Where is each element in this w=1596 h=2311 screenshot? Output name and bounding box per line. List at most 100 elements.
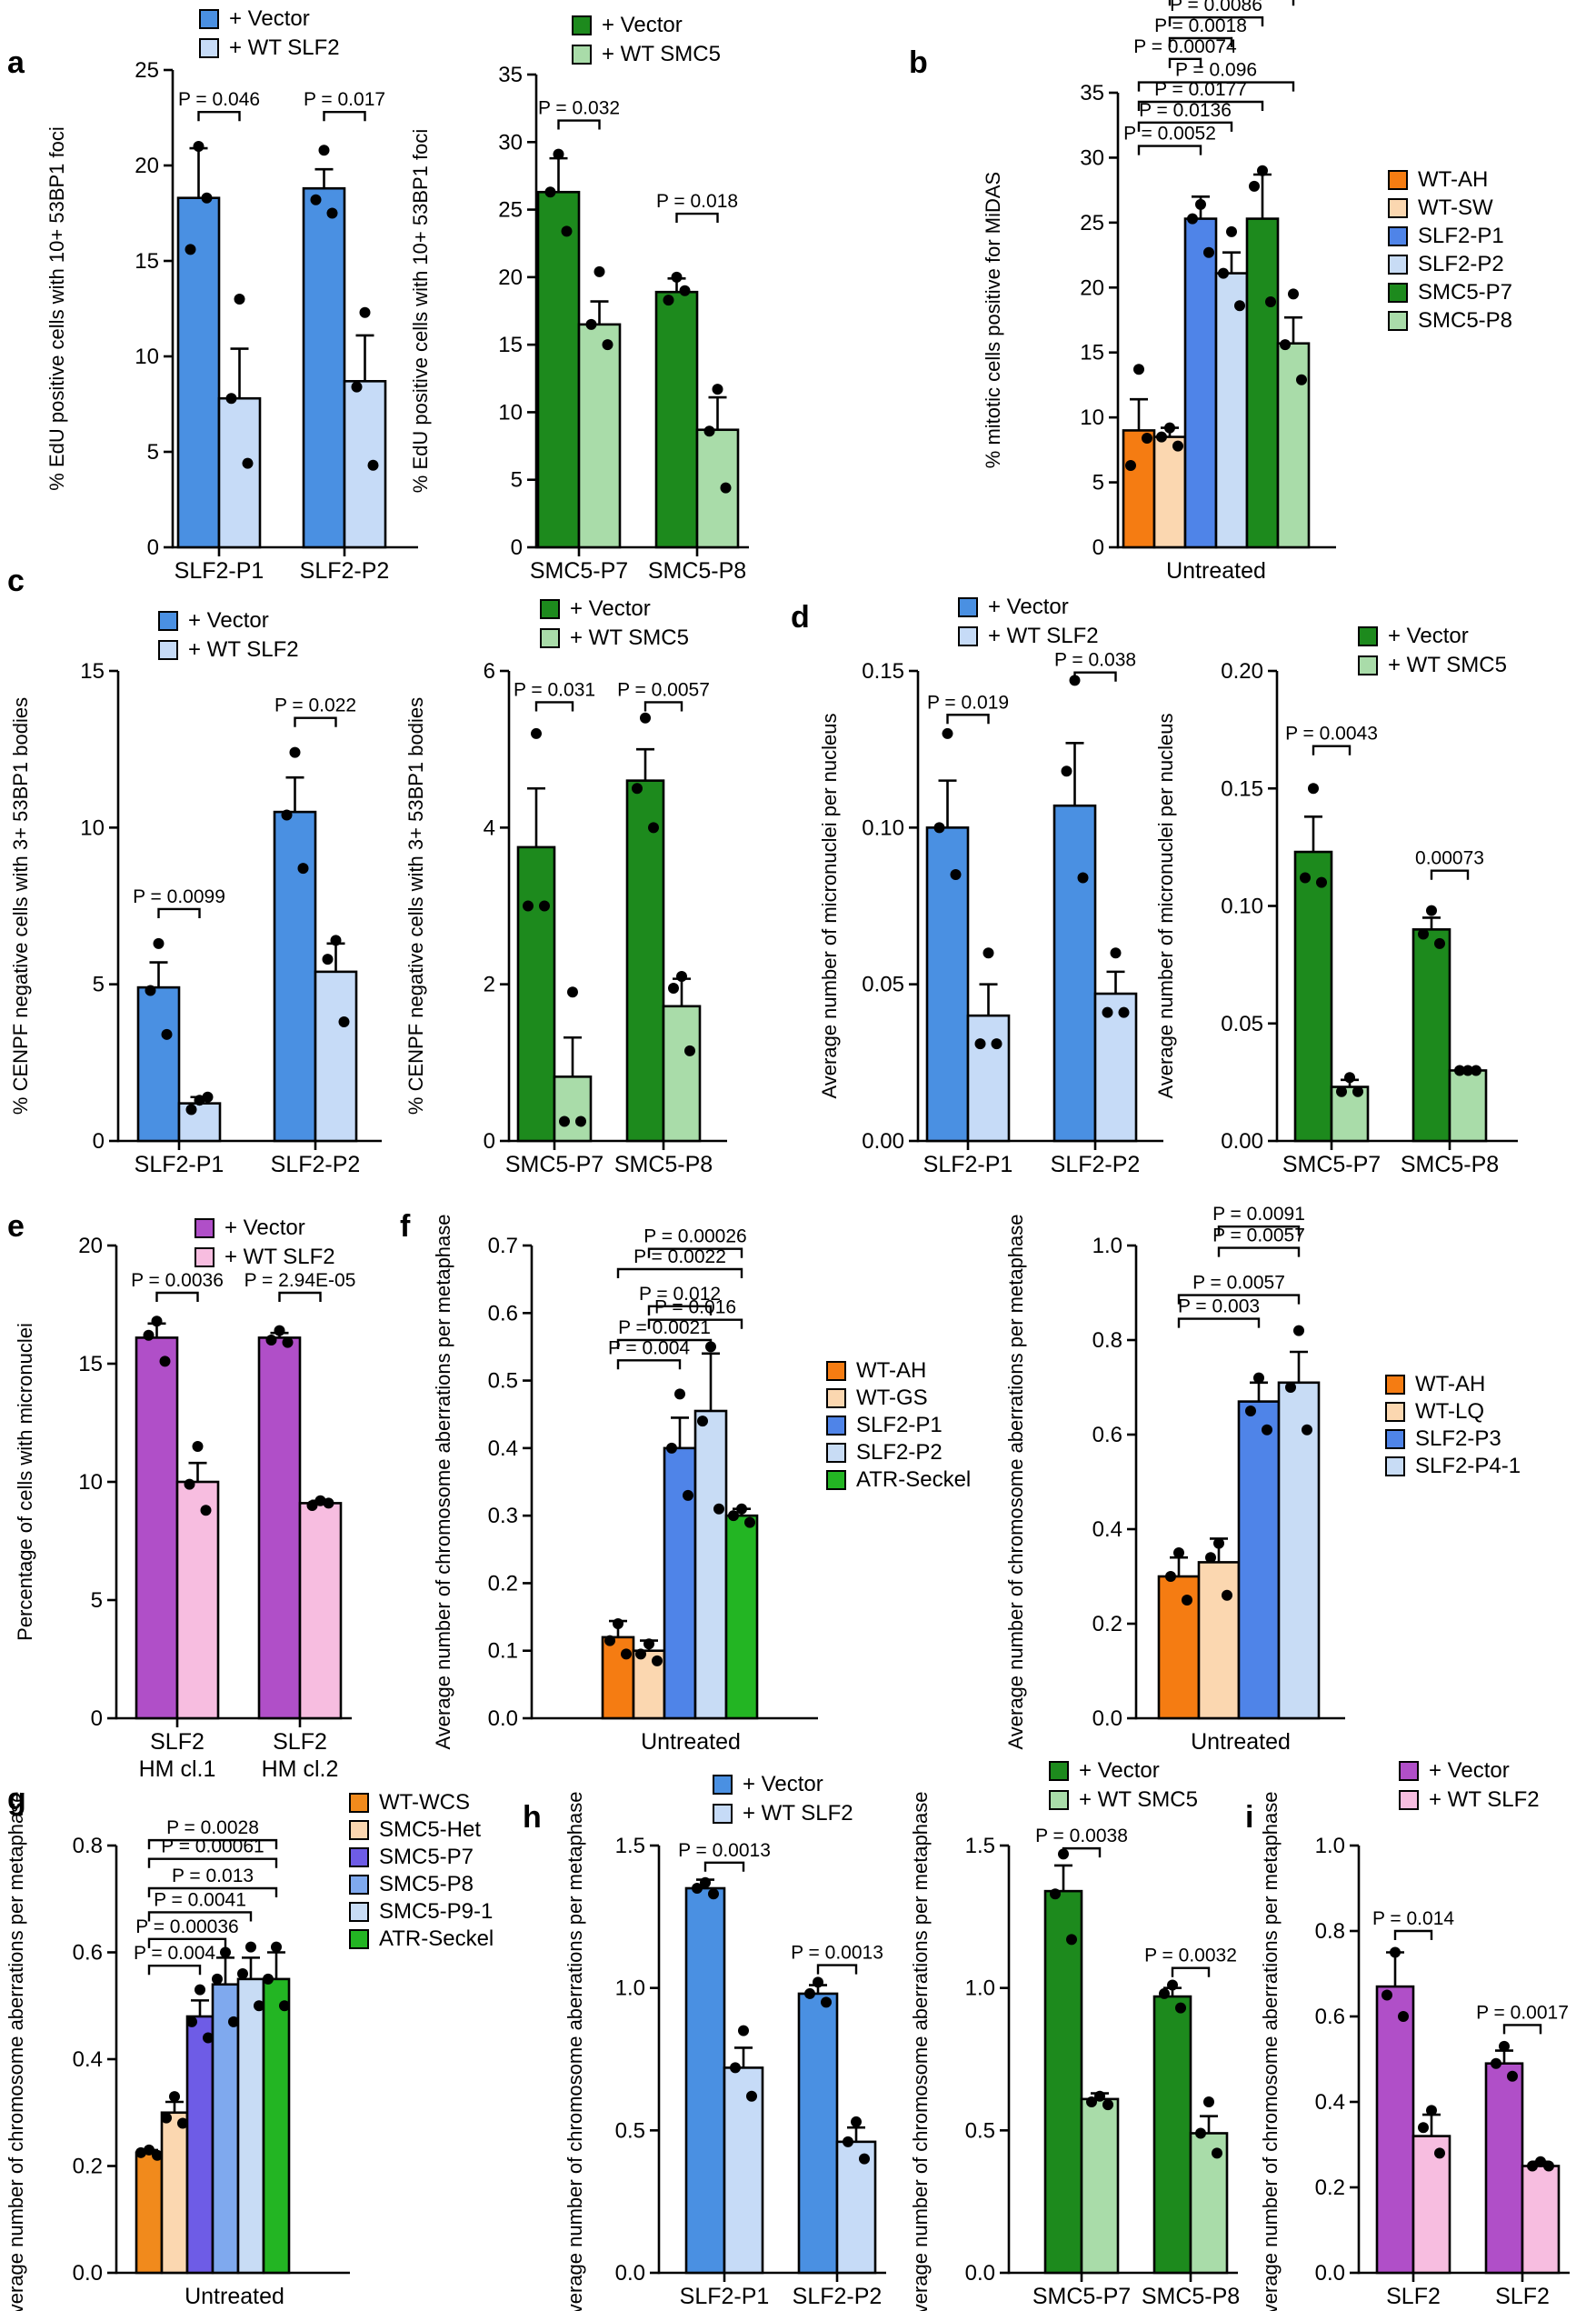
- y-tick-label: 10: [1080, 405, 1104, 430]
- x-axis-label: Untreated: [1166, 558, 1266, 584]
- panel-letter-i: i: [1245, 1800, 1253, 1835]
- legend-swatch: [826, 1443, 846, 1463]
- panel-letter-e: e: [7, 1209, 25, 1244]
- legend-label: SLF2-P1: [1418, 224, 1504, 248]
- bar--vector: [684, 1886, 726, 2275]
- data-point: [821, 1996, 832, 2008]
- y-axis-label: % CENPF negative cells with 3+ 53BP1 bod…: [9, 697, 32, 1115]
- data-point: [1061, 765, 1072, 777]
- y-tick-label: 0.5: [615, 2118, 645, 2143]
- data-point: [1265, 296, 1276, 307]
- chart-d-left: 0.00 0.05 0.10 0.15 Average number of micron…: [818, 595, 1163, 1177]
- bar-slf2-p4-1: [1277, 1381, 1321, 1720]
- bar--wt-slf2: [966, 1014, 1011, 1143]
- legend-swatch: [826, 1470, 846, 1490]
- legend-label: + WT SLF2: [743, 1801, 853, 1826]
- data-point: [1222, 1589, 1232, 1601]
- significance-bracket: [1393, 1929, 1433, 1940]
- data-point: [663, 295, 674, 306]
- y-tick-label: 35: [498, 63, 523, 87]
- data-point: [585, 318, 597, 330]
- data-point: [1382, 1989, 1392, 2001]
- data-point: [575, 1115, 586, 1127]
- data-point: [201, 192, 213, 204]
- data-point: [1527, 2160, 1538, 2172]
- data-point: [1426, 2105, 1437, 2116]
- significance-bracket: [1502, 2024, 1542, 2035]
- data-point: [263, 1973, 274, 1985]
- y-tick-label: 5: [511, 468, 523, 493]
- y-axis-label: Average number of micronuclei per nucleu…: [1154, 714, 1177, 1099]
- data-point: [234, 294, 245, 305]
- data-point: [851, 2116, 862, 2127]
- legend-label: + WT SMC5: [602, 42, 721, 66]
- bar--wt-smc5: [662, 1005, 702, 1143]
- data-point: [708, 1888, 719, 1900]
- legend-label: ATR-Seckel: [856, 1467, 971, 1492]
- data-point: [351, 381, 363, 393]
- x-category-label: SLF2-P1: [175, 558, 264, 584]
- bar-wt-ah: [1157, 1575, 1201, 1720]
- y-axis-label: Percentage of cells with micronuclei: [14, 1323, 36, 1641]
- bar-smc5-p8: [211, 1983, 240, 2275]
- significance-bracket: [1137, 121, 1233, 132]
- data-point: [713, 1503, 724, 1515]
- legend-swatch: [826, 1361, 846, 1381]
- significance-bracket: [616, 1338, 713, 1349]
- significance-bracket: [147, 1886, 278, 1897]
- significance-bracket: [1217, 1246, 1301, 1257]
- data-point: [738, 2025, 749, 2036]
- legend-swatch: [1385, 1402, 1405, 1422]
- y-tick-label: 0.4: [1315, 2090, 1345, 2115]
- data-point: [942, 727, 953, 739]
- y-tick-label: 1.0: [1092, 1234, 1122, 1258]
- x-category-label: SMC5-P7: [530, 558, 628, 584]
- p-value-label: P = 0.00061: [161, 1836, 264, 1857]
- legend-swatch: [158, 640, 178, 660]
- data-point: [1195, 198, 1206, 210]
- legend-label: + Vector: [1388, 624, 1469, 648]
- legend-swatch: [1388, 283, 1408, 303]
- data-point: [135, 2146, 146, 2158]
- legend-swatch: [1385, 1429, 1405, 1449]
- significance-bracket: [1171, 1966, 1211, 1977]
- bar--wt-smc5: [553, 1075, 593, 1143]
- legend-label: SMC5-P8: [379, 1872, 474, 1896]
- data-point: [1125, 460, 1136, 471]
- legend-swatch: [349, 1820, 369, 1840]
- x-category-label: SLF2-P2: [300, 558, 390, 584]
- chart-g: 0.0 0.2 0.4 0.6 0.8 Average number of chromos…: [5, 1790, 494, 2311]
- p-value-label: P = 0.0032: [1144, 1946, 1237, 1966]
- p-value-label: P = 0.0013: [678, 1840, 771, 1861]
- legend-label: WT-AH: [1415, 1372, 1485, 1396]
- legend-swatch: [1388, 198, 1408, 218]
- y-tick-label: 5: [93, 973, 105, 997]
- y-tick-label: 0.05: [1221, 1012, 1263, 1036]
- bar--vector: [136, 985, 181, 1143]
- significance-bracket: [1177, 1317, 1261, 1328]
- data-point: [326, 207, 338, 219]
- data-point: [1245, 1406, 1256, 1416]
- x-category-label: SLF2-P1: [923, 1152, 1013, 1177]
- data-point: [318, 145, 330, 156]
- data-point: [195, 1984, 205, 1996]
- legend-swatch: [826, 1416, 846, 1436]
- legend-label: + WT SMC5: [1388, 653, 1507, 677]
- legend-swatch: [349, 1902, 369, 1922]
- bar--vector: [625, 779, 665, 1143]
- y-tick-label: 0.00: [862, 1129, 904, 1154]
- bar-atr-seckel: [262, 1977, 291, 2275]
- data-point: [192, 1441, 204, 1452]
- data-point: [245, 1941, 256, 1953]
- data-point: [1491, 2057, 1501, 2069]
- data-point: [683, 1489, 693, 1501]
- legend-swatch: [1358, 626, 1378, 646]
- data-point: [1203, 2096, 1214, 2107]
- data-point: [185, 1104, 197, 1115]
- data-point: [159, 1356, 171, 1367]
- data-point: [1156, 431, 1167, 443]
- bar--vector: [176, 196, 221, 549]
- significance-bracket: [323, 111, 366, 122]
- legend-swatch: [1399, 1790, 1419, 1810]
- data-point: [523, 900, 534, 912]
